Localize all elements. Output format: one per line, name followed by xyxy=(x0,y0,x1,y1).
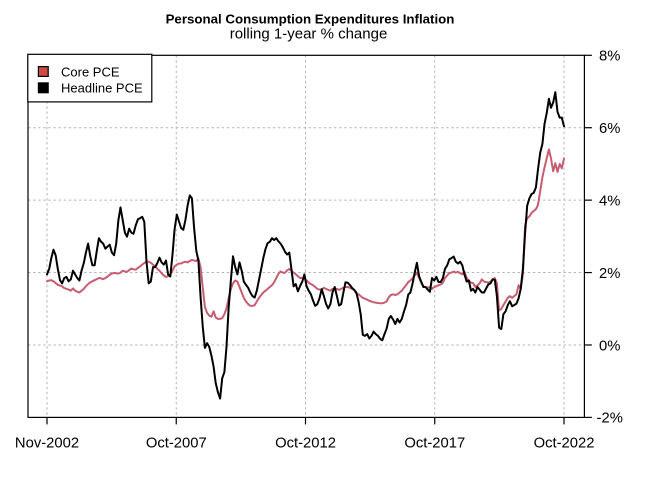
svg-text:8%: 8% xyxy=(599,49,620,65)
svg-text:Oct-2007: Oct-2007 xyxy=(146,436,207,452)
svg-text:0%: 0% xyxy=(599,338,620,354)
svg-text:Personal Consumption Expenditu: Personal Consumption Expenditures Inflat… xyxy=(166,12,455,27)
svg-text:Oct-2017: Oct-2017 xyxy=(404,436,465,452)
svg-text:-2%: -2% xyxy=(597,411,623,427)
svg-text:2%: 2% xyxy=(599,266,620,282)
svg-text:Core PCE: Core PCE xyxy=(61,64,120,79)
svg-text:Headline PCE: Headline PCE xyxy=(61,81,143,96)
svg-text:rolling 1-year % change: rolling 1-year % change xyxy=(230,26,388,43)
svg-text:Oct-2022: Oct-2022 xyxy=(534,436,595,452)
svg-text:4%: 4% xyxy=(599,193,620,209)
svg-text:Oct-2012: Oct-2012 xyxy=(275,436,336,452)
svg-text:Nov-2002: Nov-2002 xyxy=(15,436,79,452)
svg-text:6%: 6% xyxy=(599,121,620,137)
